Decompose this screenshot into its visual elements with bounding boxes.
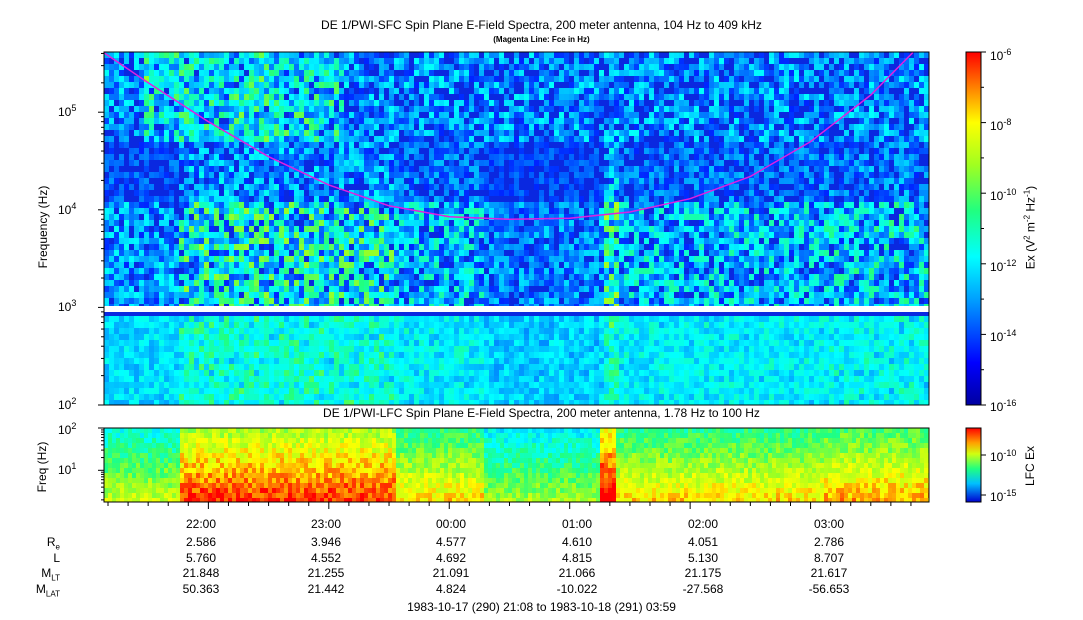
ephemeris-value: 2.786 <box>813 535 845 549</box>
ephemeris-value: 21.066 <box>558 566 596 580</box>
x-tick-label: 23:00 <box>310 517 342 531</box>
ephemeris-value: 4.692 <box>435 551 467 565</box>
x-tick-label: 00:00 <box>435 517 467 531</box>
ephemeris-value: 4.552 <box>310 551 342 565</box>
sfc-spectrogram <box>104 52 929 405</box>
ephemeris-value: 50.363 <box>182 582 220 596</box>
sfc-panel-frame <box>103 51 930 406</box>
colorbar-tick-label: 10-16 <box>990 398 1017 414</box>
sfc-ytick-label: 102 <box>58 396 77 412</box>
lfc-y-ticks <box>98 427 104 501</box>
ephemeris-value: 5.760 <box>185 551 217 565</box>
ephemeris-value: 2.586 <box>185 535 217 549</box>
ephemeris-value: 21.617 <box>810 566 848 580</box>
ephemeris-value: 4.051 <box>687 535 719 549</box>
sfc-title: DE 1/PWI-SFC Spin Plane E-Field Spectra,… <box>321 18 762 32</box>
ephemeris-value: 4.610 <box>561 535 593 549</box>
fce-line <box>104 52 914 221</box>
ephemeris-label-re: Re <box>46 535 60 552</box>
lfc-panel-frame <box>103 427 930 503</box>
lfc-ytick-label: 102 <box>58 421 77 437</box>
x-tick-label: 01:00 <box>561 517 593 531</box>
colorbar-tick-label: 10-14 <box>990 328 1017 344</box>
ephemeris-value: 21.175 <box>684 566 722 580</box>
sfc-gap-band <box>104 306 929 312</box>
lfc-colorbar-tick-label: 10-15 <box>990 488 1017 504</box>
ephemeris-value: 5.130 <box>687 551 719 565</box>
x-axis-ticks <box>107 502 912 509</box>
x-tick-label: 02:00 <box>687 517 719 531</box>
colorbar-tick-label: 10-8 <box>990 117 1012 133</box>
ephemeris-value: 3.946 <box>310 535 342 549</box>
sfc-y-ticks <box>98 52 104 406</box>
sfc-ytick-label: 103 <box>58 298 77 314</box>
colorbar-ticks <box>981 51 986 496</box>
ephemeris-value: 8.707 <box>813 551 845 565</box>
lfc-spectrogram <box>104 428 929 502</box>
sfc-subtitle: (Magenta Line: Fce in Hz) <box>493 35 590 44</box>
x-tick-label: 03:00 <box>813 517 845 531</box>
ephemeris-value: -27.568 <box>682 582 724 596</box>
colorbar-tick-label: 10-10 <box>990 187 1017 203</box>
ephemeris-value: 4.577 <box>435 535 467 549</box>
x-tick-label: 22:00 <box>185 517 217 531</box>
sfc-ytick-label: 105 <box>58 103 77 119</box>
ephemeris-value: 4.815 <box>561 551 593 565</box>
ephemeris-label-mlt: MLT <box>41 566 60 583</box>
colorbar-tick-label: 10-6 <box>990 47 1012 63</box>
ephemeris-value: 21.255 <box>307 566 345 580</box>
lfc-colorbar-tick-label: 10-10 <box>990 448 1017 464</box>
ephemeris-value: 4.824 <box>435 582 467 596</box>
colorbar-tick-label: 10-12 <box>990 258 1017 274</box>
ephemeris-value: 21.091 <box>432 566 470 580</box>
lfc-title: DE 1/PWI-LFC Spin Plane E-Field Spectra,… <box>323 406 760 420</box>
ephemeris-label-mlat: MLAT <box>35 582 60 599</box>
ephemeris-value: 21.848 <box>182 566 220 580</box>
ephemeris-value: 21.442 <box>307 582 345 596</box>
ephemeris-value: -10.022 <box>556 582 598 596</box>
sfc-colorbar <box>965 51 982 406</box>
lfc-ytick-label: 101 <box>58 461 77 477</box>
lfc-colorbar <box>965 427 982 503</box>
sfc-ytick-label: 104 <box>58 201 77 217</box>
ephemeris-label-l: L <box>53 551 60 565</box>
ephemeris-value: -56.653 <box>808 582 850 596</box>
time-range-label: 1983-10-17 (290) 21:08 to 1983-10-18 (29… <box>407 600 676 614</box>
